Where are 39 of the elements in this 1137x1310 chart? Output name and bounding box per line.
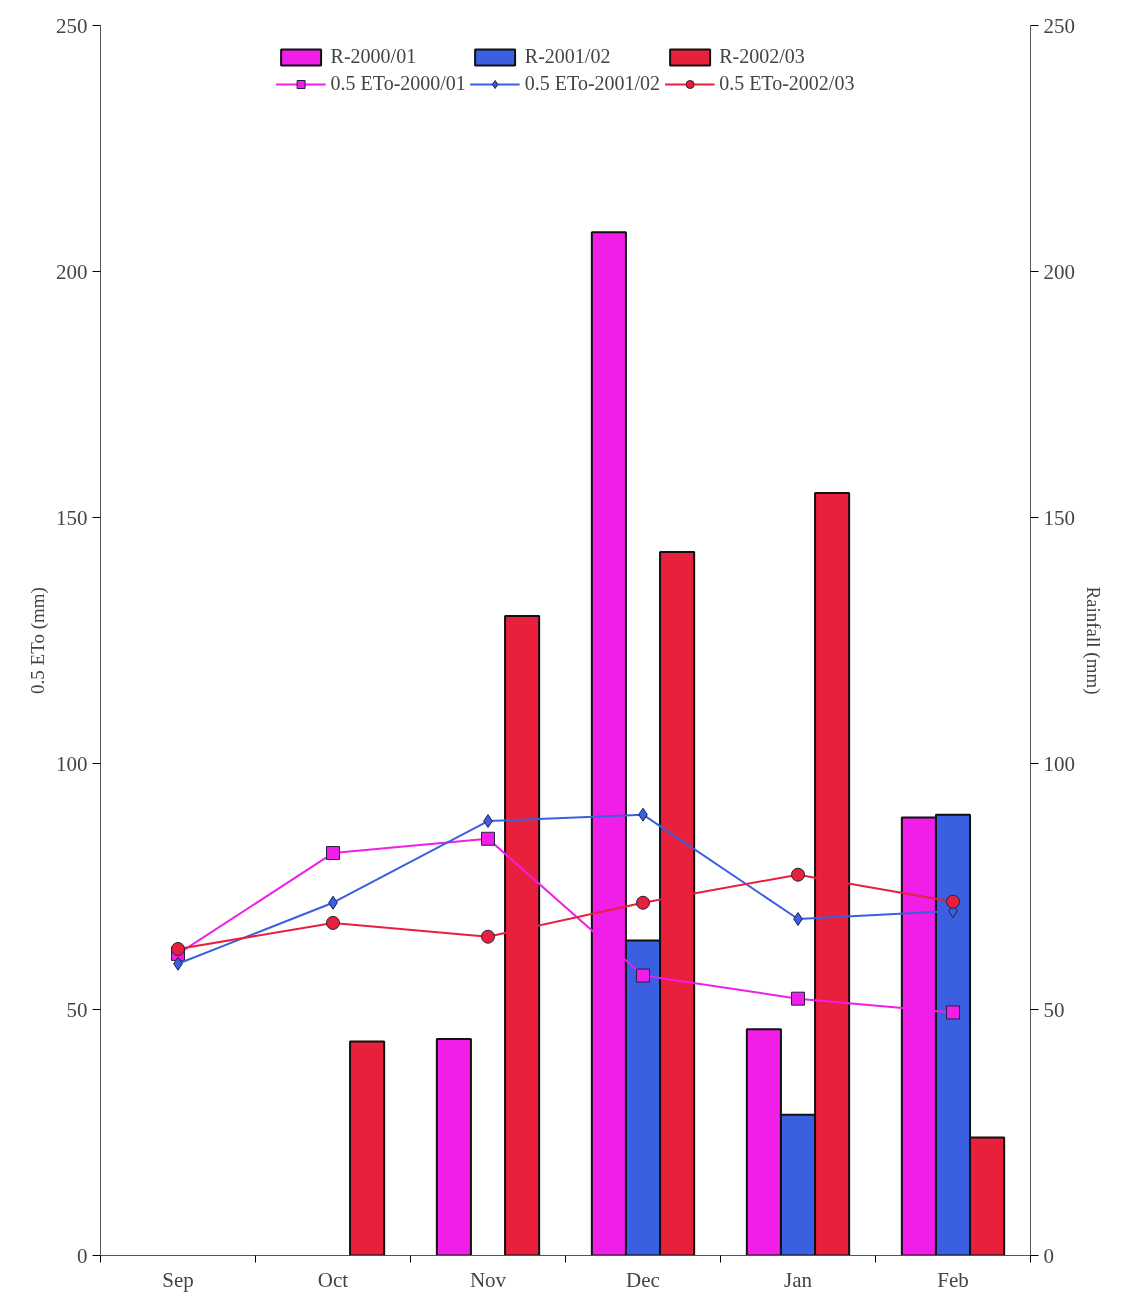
y-tick-label: 250 xyxy=(56,13,88,38)
point xyxy=(791,867,805,882)
x-tick-label: Feb xyxy=(937,1267,969,1292)
x-tick-label: Nov xyxy=(469,1267,507,1292)
legend-label: R-2000/01 xyxy=(330,45,417,68)
point xyxy=(946,1005,960,1020)
bar xyxy=(435,1038,472,1256)
legend-label: R-2001/02 xyxy=(524,45,611,68)
x-tick-label: Dec xyxy=(626,1267,660,1292)
y-tick-label: 200 xyxy=(56,259,88,284)
y-tick-label: 150 xyxy=(56,505,88,530)
y2-tick-label: 200 xyxy=(1043,259,1075,284)
y-tick-label: 0 xyxy=(77,1243,88,1268)
point xyxy=(791,991,805,1006)
x-tick-label: Oct xyxy=(317,1267,349,1292)
point xyxy=(946,894,960,909)
y2-axis-title: Rainfall (mm) xyxy=(1082,586,1104,695)
y-axis-title: 0.5 ETo (mm) xyxy=(27,587,49,694)
y2-tick-label: 100 xyxy=(1043,751,1075,776)
point xyxy=(636,895,650,910)
y-tick-label: 50 xyxy=(66,997,88,1022)
legend-label: 0.5 ETo-2000/01 xyxy=(330,72,466,95)
x-tick-label: Sep xyxy=(162,1267,194,1292)
bar xyxy=(349,1040,386,1256)
y2-tick-label: 150 xyxy=(1043,505,1075,530)
y-tick-label: 100 xyxy=(56,751,88,776)
legend-label: R-2002/03 xyxy=(719,45,805,68)
point xyxy=(481,929,495,944)
y2-tick-label: 50 xyxy=(1043,997,1065,1022)
legend-label: 0.5 ETo-2001/02 xyxy=(524,72,661,95)
point xyxy=(481,831,495,846)
point xyxy=(326,915,340,930)
point xyxy=(171,942,185,956)
legend-label: 0.5 ETo-2002/03 xyxy=(719,72,855,95)
x-tick-label: Jan xyxy=(784,1267,813,1292)
y2-tick-label: 0 xyxy=(1043,1243,1054,1268)
y2-tick-label: 250 xyxy=(1043,13,1075,38)
point xyxy=(326,846,340,861)
point xyxy=(636,968,650,983)
